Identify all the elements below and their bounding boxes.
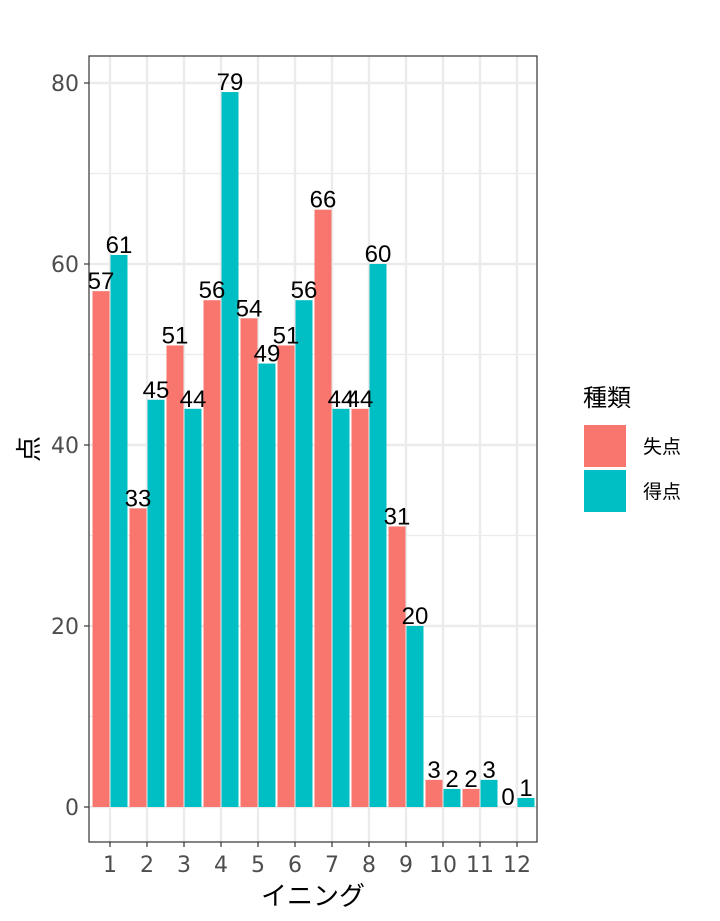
bar-scored (517, 797, 535, 807)
legend-key-lost (584, 425, 626, 467)
data-label: 51 (162, 322, 189, 349)
x-tick-label: 7 (325, 853, 339, 878)
legend-label-lost: 失点 (643, 436, 681, 458)
data-label: 51 (273, 322, 300, 349)
bar-lost (425, 779, 443, 807)
x-tick-label: 10 (429, 853, 457, 878)
data-label: 44 (180, 386, 207, 413)
plot-panel-border (88, 55, 538, 843)
bar-lost (388, 526, 406, 807)
bar-scored (221, 92, 239, 808)
data-label: 20 (402, 603, 429, 630)
bar-lost (351, 408, 369, 807)
data-label: 56 (199, 277, 226, 304)
y-tick-label: 80 (51, 72, 79, 97)
bar-lost (92, 291, 110, 807)
bar-lost (129, 508, 147, 807)
x-tick-label: 9 (399, 853, 413, 878)
bar-scored (295, 300, 313, 807)
data-label: 57 (88, 268, 115, 295)
data-label: 56 (291, 277, 318, 304)
y-axis-title: 点 (15, 436, 45, 462)
y-tick-label: 60 (51, 253, 79, 278)
data-label: 44 (328, 386, 355, 413)
data-label: 3 (482, 757, 495, 784)
y-tick-label: 40 (51, 434, 79, 459)
legend-key-scored (584, 470, 626, 512)
data-label: 2 (445, 766, 458, 793)
x-tick-label: 1 (103, 853, 117, 878)
legend-item-scored: 得点 (584, 470, 681, 512)
data-label: 2 (464, 766, 477, 793)
data-label: 44 (347, 386, 374, 413)
bar-scored (258, 363, 276, 807)
x-tick-label: 12 (503, 853, 531, 878)
x-tick-label: 5 (251, 853, 265, 878)
x-tick-label: 3 (177, 853, 191, 878)
legend-title: 種類 (583, 384, 631, 412)
data-label: 54 (236, 295, 263, 322)
data-label: 33 (125, 485, 152, 512)
x-tick-label: 4 (214, 853, 228, 878)
data-label: 61 (106, 232, 133, 259)
bar-scored (480, 779, 498, 807)
data-label: 49 (254, 341, 281, 368)
y-tick-label: 0 (65, 796, 79, 821)
data-label: 79 (217, 69, 244, 96)
y-tick-label: 20 (51, 615, 79, 640)
bar-lost (277, 345, 295, 807)
bar-scored (110, 254, 128, 807)
legend-item-lost: 失点 (584, 425, 681, 467)
data-label: 60 (365, 241, 392, 268)
x-tick-label: 6 (288, 853, 302, 878)
bar-scored (443, 788, 461, 807)
bar-scored (406, 626, 424, 807)
x-axis-title: イニング (261, 882, 365, 912)
data-label: 31 (384, 503, 411, 530)
bar-lost (240, 318, 258, 807)
bar-scored (369, 264, 387, 807)
data-label: 0 (501, 784, 514, 811)
data-label: 3 (427, 757, 440, 784)
x-tick-label: 2 (140, 853, 154, 878)
legend: 種類 失点 得点 (583, 384, 681, 512)
x-tick-label: 11 (466, 853, 494, 878)
bar-lost (314, 209, 332, 807)
bar-scored (332, 408, 350, 807)
bar-lost (462, 788, 480, 807)
bar-scored (184, 408, 202, 807)
legend-label-scored: 得点 (643, 481, 681, 503)
data-label: 66 (310, 187, 337, 214)
bar-lost (203, 300, 221, 807)
bar-lost (166, 345, 184, 807)
x-tick-label: 8 (362, 853, 376, 878)
data-label: 1 (519, 775, 532, 802)
data-label: 45 (143, 377, 170, 404)
bars (92, 92, 535, 808)
bar-scored (147, 399, 165, 807)
